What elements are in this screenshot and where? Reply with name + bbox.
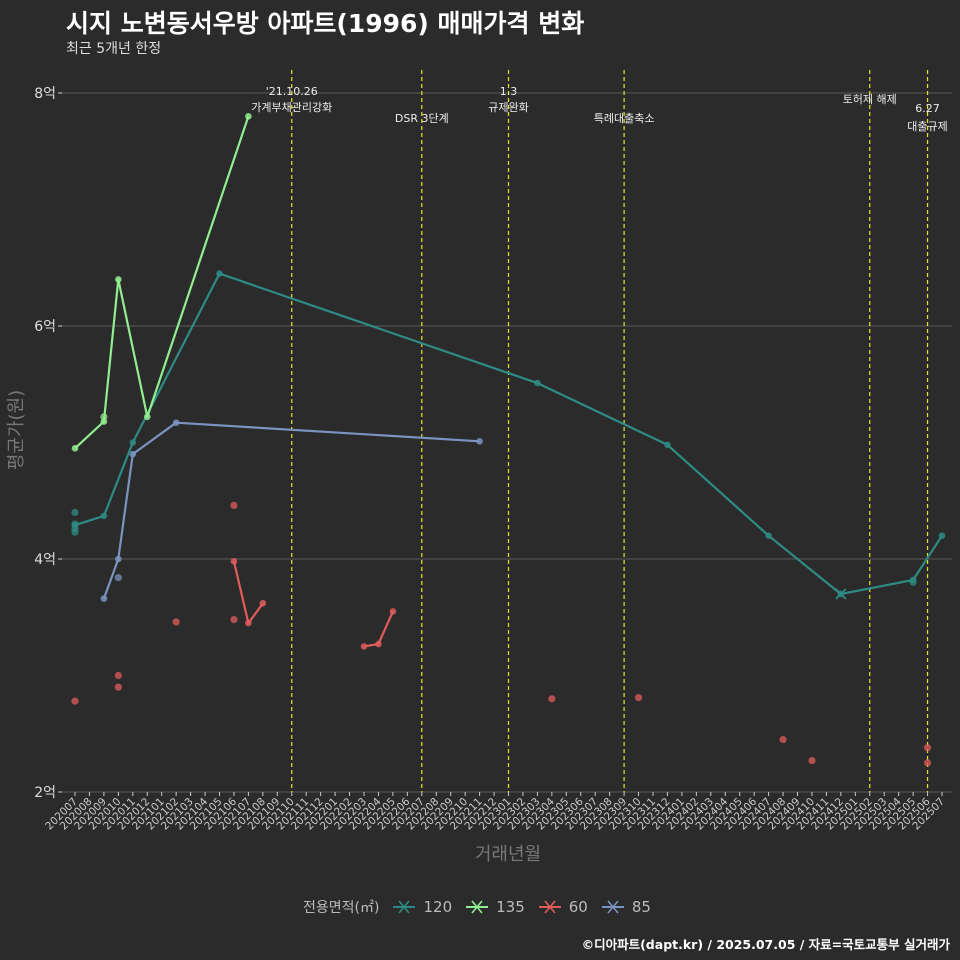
scatter-point-120 (71, 508, 79, 516)
series-point-120 (938, 532, 946, 539)
y-tick-label: 2억 (34, 785, 56, 801)
event-label: DSR 3단계 (395, 112, 449, 125)
scatter-point-60 (548, 695, 556, 703)
source-caption: ©디아파트(dapt.kr) / 2025.07.05 / 자료=국토교통부 실… (581, 937, 950, 952)
event-label: 특례대출축소 (594, 112, 655, 125)
legend-label: 60 (568, 898, 588, 916)
series-point-85 (129, 450, 137, 458)
series-point-120 (664, 441, 671, 449)
series-point-135 (143, 413, 151, 421)
y-tick-label: 6억 (34, 319, 56, 335)
event-label: 1.3 (500, 85, 518, 98)
legend-title: 전용면적(㎡) (303, 900, 380, 916)
scatter-point-60 (230, 501, 238, 510)
series-point-60 (245, 619, 252, 627)
scatter-point-135 (100, 413, 108, 421)
series-point-60 (259, 599, 267, 607)
legend-item-120: 120 (391, 898, 452, 916)
legend-item-135: 135 (464, 898, 525, 916)
y-tick-label: 4억 (34, 552, 56, 568)
legend-key-icon (393, 900, 416, 914)
scatter-point-60 (808, 756, 816, 765)
scatter-point-60 (172, 618, 180, 626)
y-tick-label: 8억 (34, 86, 56, 102)
series-point-120 (129, 439, 137, 446)
y-axis-title: 평균가(원) (6, 390, 27, 470)
scatter-point-85 (114, 574, 122, 582)
series-point-120 (216, 270, 223, 277)
event-label: 규제완화 (488, 101, 528, 114)
series-line-135 (74, 115, 250, 450)
scatter-point-60 (923, 759, 932, 767)
scatter-point-60 (114, 683, 122, 691)
scatter-point-60 (230, 615, 238, 624)
scatter-point-60 (71, 697, 79, 705)
chart-subtitle: 최근 5개년 한정 (66, 41, 162, 57)
series-point-60 (230, 558, 238, 565)
event-label: '21.10.26 (266, 85, 318, 98)
scatter-point-60 (779, 735, 787, 744)
scatter-point-60 (634, 694, 643, 702)
legend-key-icon (601, 900, 624, 914)
series-point-135 (115, 276, 122, 283)
legend-label: 120 (423, 898, 453, 916)
scatter-point-60 (923, 744, 932, 752)
legend-key-icon (466, 900, 489, 914)
series-point-85 (172, 419, 180, 426)
series-point-120 (100, 512, 108, 520)
legend-item-60: 60 (537, 898, 588, 916)
event-label: 대출규제 (907, 120, 947, 133)
legend-item-85: 85 (600, 898, 651, 916)
scatter-point-60 (114, 671, 122, 680)
scatter-point-120 (71, 528, 79, 536)
series-point-85 (476, 438, 483, 445)
series-point-85 (115, 555, 122, 563)
x-axis-title: 거래년월 (475, 844, 541, 865)
scatter-point-120 (909, 578, 917, 586)
legend-label: 85 (631, 898, 651, 916)
series-point-60 (360, 643, 368, 650)
series-point-60 (375, 640, 382, 648)
event-label: 가계부채관리강화 (251, 101, 332, 114)
series-point-135 (245, 113, 252, 120)
series-point-135 (71, 445, 79, 452)
event-label: 6.27 (915, 102, 940, 115)
series-point-85 (100, 595, 108, 602)
series-point-60 (389, 608, 397, 615)
legend-label: 135 (496, 898, 525, 916)
chart-legend: 전용면적(㎡) 120 135 60 85 (0, 896, 960, 918)
series-point-120 (534, 379, 541, 387)
series-line-60 (232, 561, 264, 625)
series-line-120 (74, 272, 943, 596)
cross-marker-120 (835, 588, 847, 600)
legend-key-icon (538, 900, 561, 914)
series-point-120 (765, 532, 772, 539)
chart-title: 시지 노변동서우방 아파트(1996) 매매가격 변화 (66, 9, 585, 38)
event-label: 토허제 해제 (843, 92, 897, 106)
